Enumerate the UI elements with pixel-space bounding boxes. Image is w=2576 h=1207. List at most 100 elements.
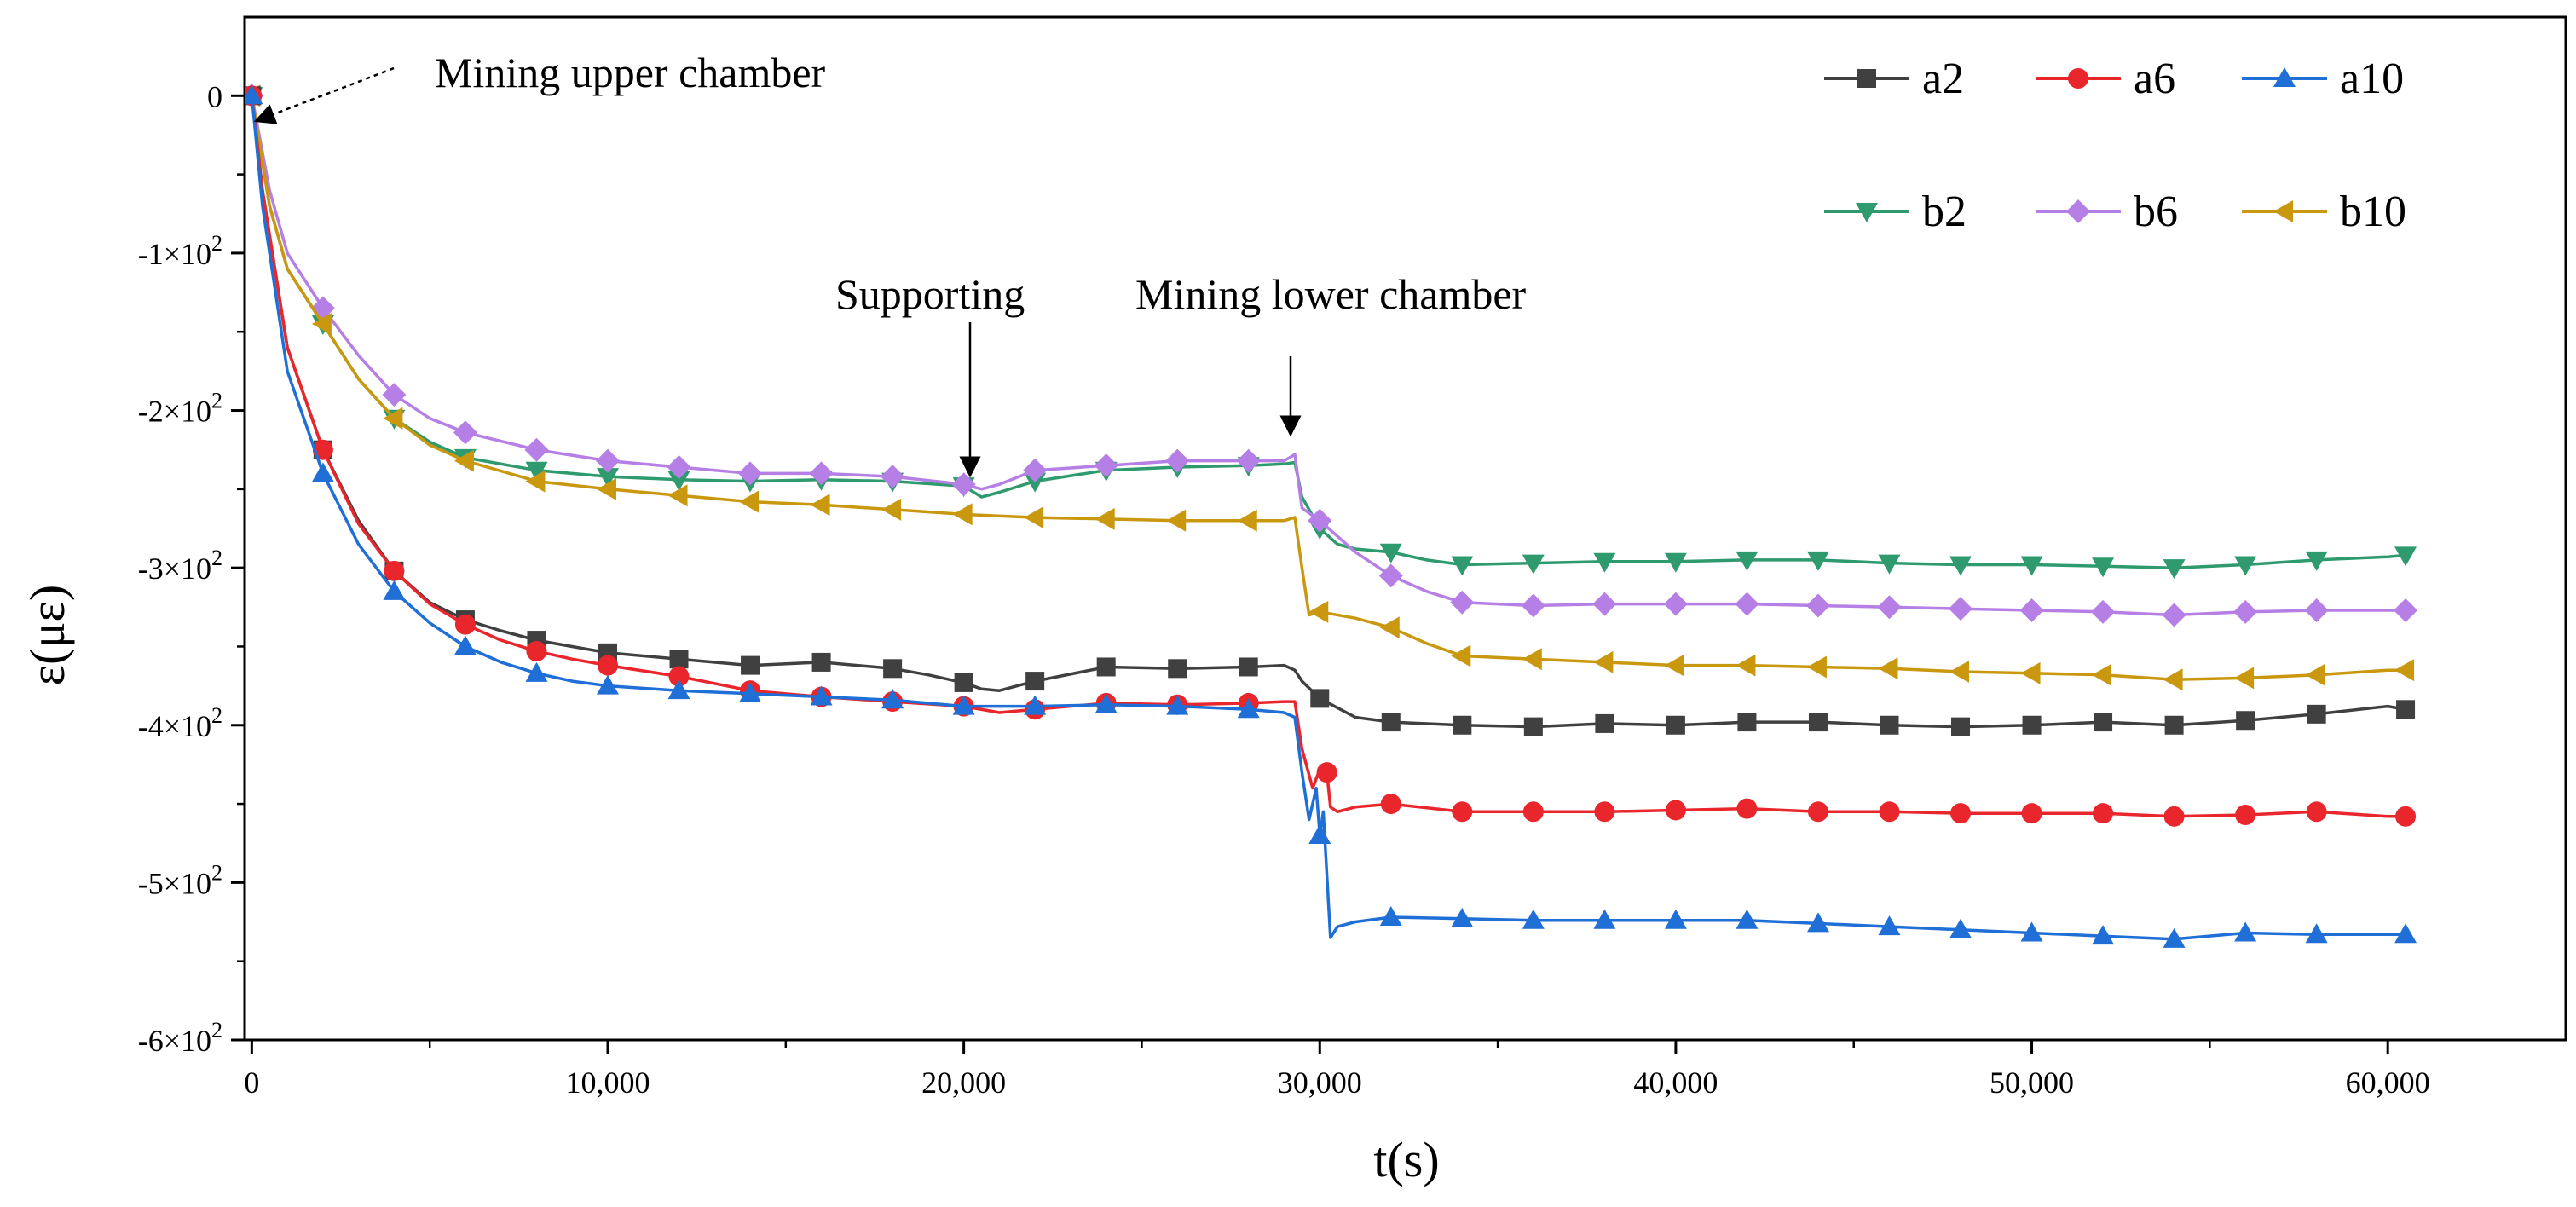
data-point-b10 <box>2394 659 2415 682</box>
data-point-b6 <box>951 472 976 497</box>
data-point-a10 <box>2305 923 2328 944</box>
data-point-a2 <box>1880 715 1899 735</box>
data-point-b2 <box>2394 546 2417 567</box>
data-point-b10 <box>1024 506 1044 529</box>
data-point-a6 <box>1736 798 1758 819</box>
data-point-b6 <box>2091 599 2116 624</box>
legend-marker <box>1856 203 1878 222</box>
data-point-b6 <box>1165 448 1190 473</box>
data-point-a2 <box>2022 715 2042 735</box>
data-point-a6 <box>1316 762 1337 783</box>
legend-label: a10 <box>2340 55 2404 103</box>
data-point-a10 <box>1878 915 1901 936</box>
data-point-a10 <box>952 695 975 715</box>
plot-area <box>243 15 2567 1042</box>
data-point-b10 <box>2305 663 2325 686</box>
data-point-b10 <box>453 449 474 472</box>
data-point-b10 <box>596 477 616 500</box>
data-point-a6 <box>1665 800 1686 821</box>
legend-item-b2: b2 <box>1824 188 1967 236</box>
data-point-b6 <box>1094 453 1118 478</box>
series-b6 <box>245 84 2418 627</box>
data-point-a10 <box>667 679 690 700</box>
data-point-a2 <box>1737 713 1757 732</box>
data-point-b6 <box>1023 458 1048 482</box>
data-point-b2 <box>1522 554 1545 575</box>
series-line-a6 <box>250 95 2406 818</box>
data-point-a6 <box>668 666 690 687</box>
data-point-b6 <box>1308 508 1332 533</box>
legend-marker <box>2068 68 2088 89</box>
data-point-b10 <box>1308 600 1329 623</box>
data-point-a10 <box>1095 693 1118 713</box>
data-point-b2 <box>1024 472 1047 493</box>
plot-frame <box>243 15 2567 1042</box>
data-point-a6 <box>2235 805 2256 825</box>
data-point-b6 <box>809 461 834 486</box>
data-point-a6 <box>1950 803 1972 824</box>
data-point-b10 <box>1878 657 1898 680</box>
data-point-a6 <box>1522 801 1544 823</box>
data-point-a10 <box>2163 927 2186 948</box>
data-point-a10 <box>453 635 477 655</box>
data-point-b10 <box>311 313 332 335</box>
series-line-b10 <box>250 95 2406 681</box>
data-point-b6 <box>382 383 407 407</box>
x-tick-label: 10,000 <box>565 1066 650 1100</box>
legend: a2 a6 a10 b2 b6 b10 <box>1824 55 2406 236</box>
data-point-b2 <box>1379 543 1402 563</box>
data-point-a2 <box>2396 700 2416 719</box>
data-point-a6 <box>2306 801 2327 823</box>
series-line-b2 <box>250 95 2406 569</box>
legend-label: b6 <box>2134 188 2178 236</box>
data-point-a2 <box>1523 717 1543 736</box>
y-tick-label: -5×102 <box>138 860 222 900</box>
data-point-b2 <box>2305 551 2328 571</box>
data-point-a10 <box>311 462 334 482</box>
legend-marker <box>2066 199 2090 223</box>
data-point-b2 <box>1736 551 1759 571</box>
data-point-b10 <box>2020 661 2041 684</box>
series-layer <box>245 84 2418 948</box>
data-point-a6 <box>597 655 618 676</box>
legend-label: a2 <box>1922 55 1964 103</box>
data-point-a6 <box>2021 803 2042 824</box>
x-tick-label: 60,000 <box>2346 1066 2430 1100</box>
data-point-a2 <box>1666 715 1685 735</box>
data-point-b10 <box>1522 648 1542 671</box>
y-tick-label: 0 <box>207 79 222 113</box>
series-a6 <box>245 85 2417 827</box>
x-tick-label: 30,000 <box>1278 1066 1362 1100</box>
data-point-a2 <box>1096 657 1116 677</box>
data-point-a6 <box>2395 806 2417 827</box>
data-point-b6 <box>2162 603 2186 627</box>
series-a2 <box>245 86 2416 736</box>
legend-item-a2: a2 <box>1824 55 1964 103</box>
data-point-b6 <box>881 465 905 489</box>
data-point-b2 <box>2020 556 2043 576</box>
data-point-a10 <box>1806 912 1829 933</box>
data-point-a6 <box>1380 794 1401 815</box>
data-point-b6 <box>2304 598 2329 622</box>
data-point-a10 <box>1664 909 1687 929</box>
data-point-b10 <box>1736 654 1756 677</box>
data-point-b10 <box>667 484 688 507</box>
data-point-b6 <box>2394 598 2418 622</box>
data-point-a2 <box>954 673 973 692</box>
series-line-a2 <box>250 95 2406 729</box>
data-point-a6 <box>384 560 405 581</box>
x-tick-label: 40,000 <box>1633 1066 1718 1100</box>
data-point-a2 <box>1951 717 1971 736</box>
data-point-a2 <box>1381 713 1401 732</box>
data-point-b2 <box>1593 552 1616 573</box>
series-line-a10 <box>250 95 2406 941</box>
data-point-b2 <box>1664 552 1687 573</box>
data-point-b10 <box>952 503 973 526</box>
data-point-a10 <box>810 685 833 706</box>
data-point-b6 <box>738 461 763 486</box>
data-point-a2 <box>1808 713 1828 732</box>
data-point-b10 <box>1806 655 1827 679</box>
data-point-b2 <box>667 471 690 491</box>
data-point-b10 <box>525 470 546 493</box>
y-tick-label: -2×102 <box>138 389 222 429</box>
